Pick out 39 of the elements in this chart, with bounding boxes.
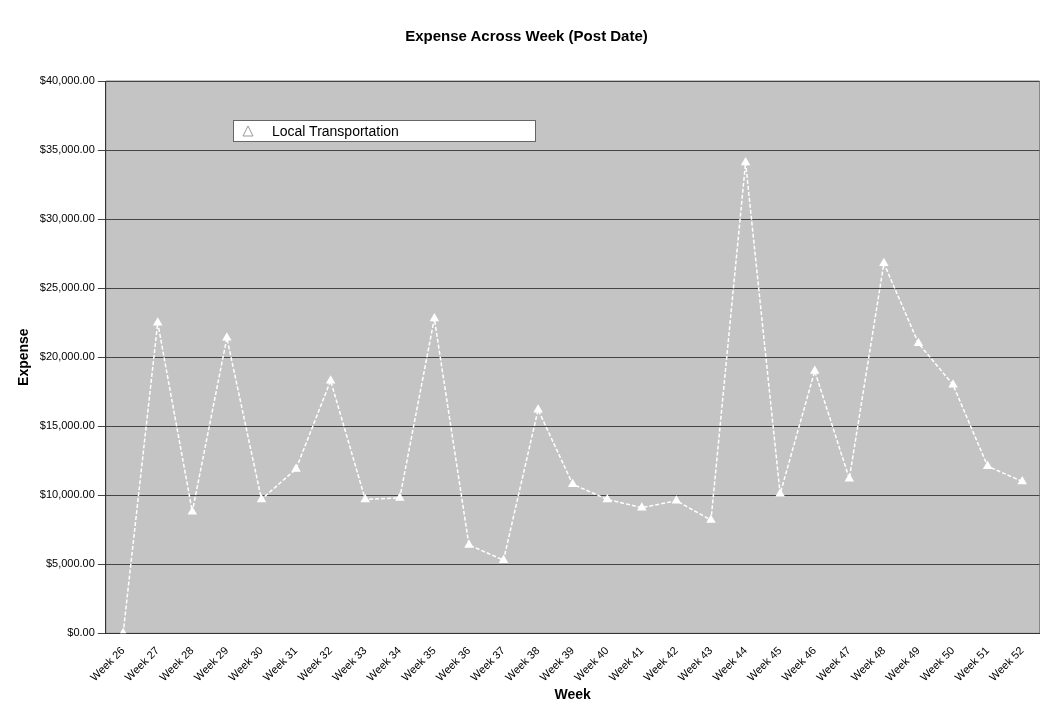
point [153,317,162,326]
point [464,540,474,548]
point [291,464,301,472]
y-tick-label: $35,000.00 [39,143,95,156]
y-tick-label: $15,000.00 [39,419,95,432]
point [395,493,404,501]
point [430,313,439,322]
point [603,494,612,503]
point [637,502,647,511]
y-tick-label: $10,000.00 [39,488,95,501]
point [533,404,543,413]
point [948,380,958,388]
point [499,555,508,563]
y-tick-label: $20,000.00 [39,350,95,363]
y-tick-label: $25,000.00 [39,281,95,294]
point [983,461,992,469]
legend-label: Local Transportation [272,123,399,139]
point [568,479,577,487]
point [257,494,266,503]
point [706,515,716,523]
point [775,489,785,497]
point [222,333,232,341]
y-tick-label: $30,000.00 [39,212,95,225]
y-tick-label: $40,000.00 [39,74,95,87]
chart-title: Expense Across Week (Post Date) [405,27,648,45]
x-axis-title: Week [554,686,592,703]
point [672,496,681,504]
point [1018,476,1027,485]
point [810,366,819,374]
point [741,157,750,166]
point [914,338,923,347]
point [879,258,889,267]
y-axis-title: Expense [15,328,32,386]
point [326,375,335,384]
point [188,507,197,515]
point [845,473,854,482]
y-tick-label: $5,000.00 [45,557,95,570]
y-tick-label: $0.00 [67,626,95,639]
point [360,494,370,503]
